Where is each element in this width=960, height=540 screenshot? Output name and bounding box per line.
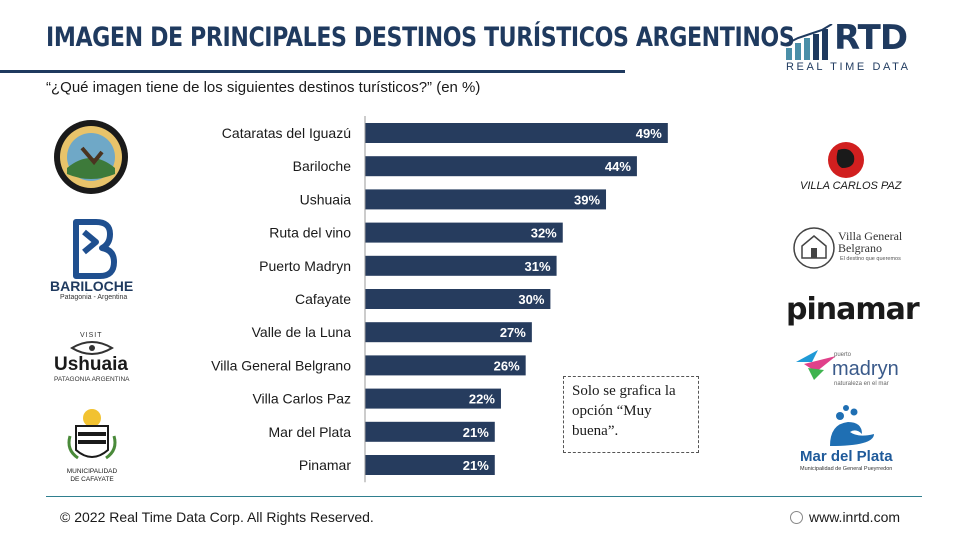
- value-label: 32%: [531, 226, 557, 241]
- value-label: 21%: [463, 458, 489, 473]
- bar: [365, 222, 563, 243]
- villa-carlos-paz-logo-name: VILLA CARLOS PAZ: [800, 180, 902, 192]
- footer-copyright: © 2022 Real Time Data Corp. All Rights R…: [60, 509, 374, 525]
- villa-carlos-paz-logo: VILLA CARLOS PAZ: [798, 140, 901, 200]
- bar-chart: Cataratas del Iguazú 49% Bariloche 44% Ushua…: [211, 116, 668, 483]
- rtd-brand-tagline: REAL TIME DATA: [786, 61, 911, 73]
- villa-general-belgrano-logo: Villa General Belgrano El destino que qu…: [792, 226, 912, 274]
- bar: [365, 355, 526, 376]
- villa-general-belgrano-logo-sub: El destino que queremos: [840, 256, 901, 262]
- villa-general-belgrano-logo-name: Villa General Belgrano: [838, 229, 903, 255]
- bar: [365, 289, 551, 309]
- bar: [365, 255, 557, 276]
- category-label: Villa Carlos Paz: [252, 391, 351, 407]
- bariloche-logo-name: BARILOCHE: [50, 278, 134, 294]
- bariloche-logo-sub: Patagonia - Argentina: [60, 294, 128, 301]
- value-label: 39%: [574, 192, 600, 207]
- category-label: Puerto Madryn: [259, 258, 351, 274]
- mar-del-plata-logo-sub: Municipalidad de General Pueyrredon: [800, 466, 893, 472]
- category-label: Cafayate: [295, 291, 351, 307]
- madryn-logo-small: puerto: [834, 352, 852, 358]
- value-label: 49%: [636, 126, 662, 141]
- category-label: Pinamar: [299, 457, 351, 473]
- value-label: 26%: [494, 358, 520, 373]
- footer-website-link[interactable]: www.inrtd.com: [809, 509, 901, 525]
- chart-subtitle: “¿Qué imagen tiene de los siguientes des…: [46, 79, 481, 96]
- rtd-bars-icon: [786, 24, 833, 60]
- bar: [365, 388, 501, 409]
- value-label: 22%: [469, 392, 495, 407]
- rtd-brand-name: RTD: [834, 18, 908, 58]
- value-label: 27%: [500, 325, 526, 340]
- mar-del-plata-logo-name: Mar del Plata: [800, 448, 893, 465]
- pinamar-logo: pinamar: [786, 292, 920, 332]
- waves-icon: [830, 405, 874, 446]
- value-label: 31%: [525, 259, 551, 274]
- footer-website[interactable]: www.inrtd.com: [790, 509, 900, 525]
- category-label: Valle de la Luna: [252, 324, 352, 340]
- madryn-logo-sub: naturaleza en el mar: [834, 381, 889, 387]
- eye-icon: [70, 341, 114, 355]
- puerto-madryn-logo: puerto madryn naturaleza en el mar: [794, 346, 910, 390]
- category-label: Ushuaia: [300, 191, 352, 207]
- category-label: Cataratas del Iguazú: [222, 125, 351, 141]
- ushuaia-logo-sub: PATAGONIA ARGENTINA: [54, 376, 130, 383]
- bird-icon: [796, 350, 836, 380]
- ushuaia-logo: VISIT Ushuaia PATAGONIA ARGENTINA: [52, 332, 132, 388]
- cafayate-logo-name: MUNICIPALIDAD DE CAFAYATE: [66, 468, 118, 483]
- ushuaia-logo-name: Ushuaia: [54, 354, 128, 375]
- globe-icon: [790, 511, 803, 524]
- category-label: Villa General Belgrano: [211, 357, 351, 373]
- cafayate-logo: MUNICIPALIDAD DE CAFAYATE: [64, 406, 120, 488]
- parque-nacional-iguazu-logo: [52, 118, 130, 196]
- madryn-logo-name: madryn: [832, 358, 899, 380]
- category-label: Mar del Plata: [269, 424, 352, 440]
- value-label: 21%: [463, 425, 489, 440]
- bar: [365, 421, 495, 442]
- page-title: IMAGEN DE PRINCIPALES DESTINOS TURÍSTICO…: [46, 22, 795, 53]
- bar: [365, 455, 495, 475]
- bar: [365, 156, 637, 177]
- value-label: 30%: [518, 292, 544, 307]
- value-label: 44%: [605, 159, 631, 174]
- bar: [365, 189, 607, 210]
- chart-note: Solo se grafica la opción “Muy buena”.: [563, 376, 699, 453]
- bar: [365, 123, 668, 143]
- title-divider: [0, 70, 625, 73]
- pinamar-logo-name: pinamar: [786, 292, 920, 327]
- mar-del-plata-logo: Mar del Plata Municipalidad de General P…: [796, 402, 908, 474]
- footer-divider: [46, 496, 922, 497]
- bariloche-logo: BARILOCHE Patagonia - Argentina: [48, 218, 140, 304]
- bar: [365, 322, 532, 343]
- rtd-logo: RTD REAL TIME DATA: [786, 18, 926, 76]
- ushuaia-logo-visit: VISIT: [80, 332, 103, 339]
- category-label: Bariloche: [293, 158, 352, 174]
- category-label: Ruta del vino: [269, 225, 351, 241]
